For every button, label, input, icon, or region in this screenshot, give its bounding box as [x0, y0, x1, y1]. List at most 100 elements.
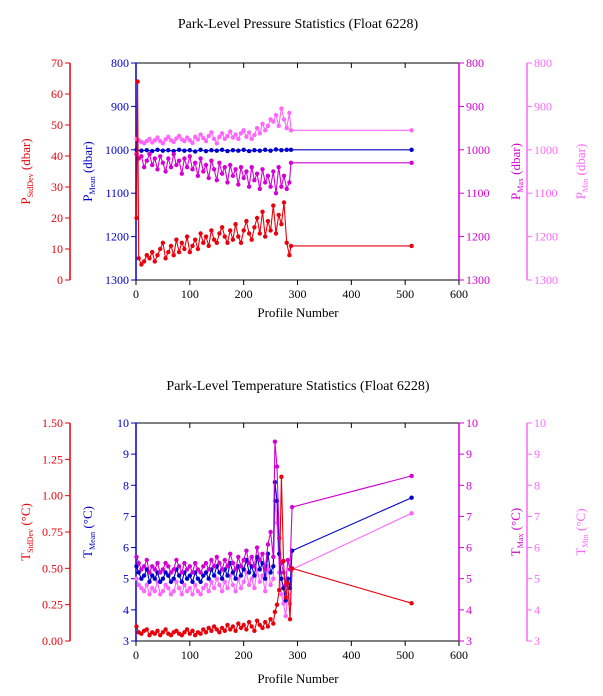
chart-temperature-xtick-label: 200	[235, 648, 253, 662]
chart-temperature-series-stddev-point	[211, 624, 217, 629]
chart-pressure-series-max-point	[139, 154, 144, 159]
chart-temperature-series-min-point	[141, 589, 147, 594]
chart-pressure-xtick-label: 200	[235, 287, 253, 301]
chart-pressure-series-min-point	[281, 117, 287, 122]
chart-pressure-series-stddev-point	[219, 225, 225, 230]
chart-pressure-series-stddev-point	[150, 249, 155, 255]
chart-temperature-series-min-point	[206, 589, 211, 594]
chart-temperature-series-max-point	[211, 564, 217, 569]
chart-temperature-series-stddev-point	[209, 628, 214, 633]
chart-temperature-series-mean-point	[263, 576, 268, 581]
chart-temperature-series-stddev-point	[182, 630, 187, 635]
chart-temperature-series-stddev-point	[203, 630, 209, 635]
chart-pressure-series-min-point	[287, 110, 292, 116]
chart-pressure-series-min-point	[203, 138, 209, 144]
chart-temperature-series-stddev-point	[225, 622, 230, 628]
chart-pressure-series-max-point	[236, 182, 241, 187]
chart-temperature-series-mean-point	[190, 579, 195, 584]
chart-pressure-series-stddev-point	[160, 240, 166, 245]
chart-temperature-series-min-point	[193, 582, 198, 588]
chart-pressure-series-min-point	[273, 112, 279, 118]
chart-temperature-series-max-point	[274, 464, 280, 469]
chart-temperature-series-min-point	[163, 582, 168, 588]
chart-temperature-series-mean-point	[230, 570, 236, 575]
chart-temperature-series-mean-point	[252, 573, 257, 578]
chart-pressure-series-max-point	[203, 162, 209, 168]
chart-temperature-series-stddev-point	[187, 631, 192, 636]
chart-pressure-ytick-label-stddev: 20	[51, 211, 63, 225]
chart-temperature-series-mean-point	[166, 573, 171, 578]
chart-pressure-series-stddev-point	[263, 234, 268, 239]
chart-temperature-series-stddev-point	[190, 628, 195, 633]
chart-pressure-series-stddev-point	[144, 253, 149, 258]
chart-pressure-series-mean-point	[252, 148, 257, 153]
chart-temperature-ytick-label-max: 7	[466, 509, 472, 523]
chart-pressure-series-stddev-point	[168, 243, 174, 249]
chart-pressure-series-stddev-point	[260, 209, 265, 214]
chart-temperature-ytick-label-min: 8	[534, 478, 540, 492]
chart-temperature-series-min-point	[281, 601, 286, 606]
chart-pressure-series-max-point	[211, 167, 217, 172]
chart-pressure-series-stddev-point	[136, 256, 141, 261]
chart-pressure-series-max-point	[260, 167, 265, 172]
chart-pressure-series-max-point	[141, 165, 147, 170]
chart-temperature-series-stddev-point	[263, 619, 268, 625]
chart-pressure-ylabel-min: PMin (dbar)	[573, 144, 590, 200]
chart-pressure-series-mean-point	[246, 148, 252, 154]
chart-temperature-series-max-point	[225, 564, 230, 569]
chart-pressure-series-stddev-point	[190, 243, 195, 249]
chart-pressure-series-stddev-point	[252, 225, 257, 230]
chart-temperature-series-stddev-point	[244, 627, 249, 632]
chart-temperature-series-min-point	[268, 582, 273, 588]
chart-temperature-series-stddev-point	[160, 630, 166, 635]
chart-temperature-series-min-point	[147, 592, 152, 597]
chart-temperature-xtick-label: 300	[289, 648, 307, 662]
chart-pressure-ytick-label-stddev: 50	[51, 118, 63, 132]
chart-temperature-series-min-point	[279, 592, 284, 597]
chart-temperature-series-stddev-point	[147, 633, 152, 638]
chart-temperature-series-min-point	[241, 579, 246, 584]
chart-pressure-ytick-label-min: 1100	[534, 186, 558, 200]
chart-temperature-series-mean-point	[198, 579, 203, 584]
chart-temperature-series-mean-point	[184, 576, 190, 581]
chart-pressure-series-stddev-point	[409, 243, 414, 249]
chart-pressure-series-max-point	[238, 165, 244, 170]
chart-pressure-series-stddev-point	[265, 218, 271, 224]
chart-temperature-series-stddev-point	[217, 630, 222, 635]
chart-temperature-series-max-point	[155, 560, 160, 566]
chart-temperature-series-mean-point	[160, 576, 166, 581]
chart-pressure-ytick-label-min: 900	[534, 99, 552, 113]
chart-temperature-series-min-point	[238, 585, 244, 591]
chart-pressure-series-max-point	[182, 156, 187, 161]
chart-pressure-ytick-label-stddev: 30	[51, 180, 63, 194]
chart-pressure-ytick-label-mean: 800	[111, 56, 129, 70]
chart-pressure-xtick-label: 300	[289, 287, 307, 301]
chart-temperature-series-mean-point	[246, 570, 252, 575]
chart-pressure-series-stddev-point	[193, 237, 198, 242]
chart-temperature-series-stddev-point	[144, 627, 149, 632]
chart-temperature-series-min-point	[158, 592, 163, 597]
chart-pressure-series-mean-point	[279, 148, 284, 153]
chart-temperature-series-max-point	[150, 564, 155, 569]
chart-temperature-series-max-point	[166, 564, 171, 569]
chart-temperature-series-mean-point	[211, 573, 217, 578]
chart-pressure-series-max-point	[249, 165, 254, 170]
chart-temperature-series-stddev-point	[139, 631, 144, 636]
chart-temperature-series-mean-point	[271, 564, 276, 569]
chart-temperature-ylabel-max: TMax (°C)	[508, 508, 525, 556]
chart-temperature-series-stddev-point	[155, 628, 160, 633]
chart-pressure-series-mean-point	[236, 148, 241, 153]
chart-pressure-series-stddev-point	[163, 256, 168, 261]
chart-pressure-series-max-point	[228, 162, 233, 168]
chart-pressure-series-max-point	[288, 160, 294, 165]
chart-pressure-series-mean-point	[268, 148, 273, 153]
chart-temperature-series-min-point	[168, 592, 174, 597]
chart-temperature-series-mean-point	[219, 576, 225, 581]
chart-pressure-series-stddev-point	[281, 200, 287, 205]
chart-pressure-series-stddev-point	[230, 237, 236, 242]
chart-temperature-series-min-point	[184, 589, 190, 594]
chart-pressure-series-stddev-point	[257, 231, 262, 236]
chart-pressure-ytick-label-min: 1000	[534, 143, 558, 157]
chart-pressure-series-stddev-point	[176, 249, 182, 255]
chart-temperature-series-max-point	[219, 567, 225, 572]
